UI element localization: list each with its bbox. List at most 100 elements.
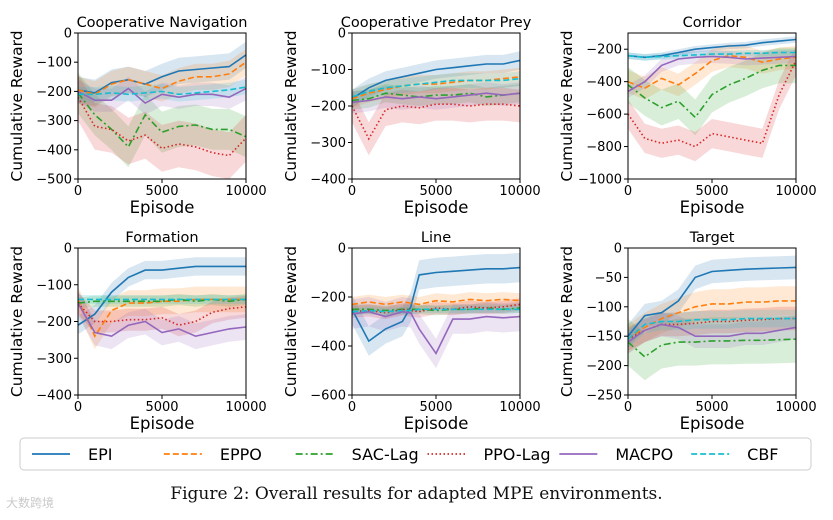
band-sac-lag [352, 84, 520, 110]
legend: EPI EPPO SAC-Lag PPO-Lag MACPO CBF [19, 437, 812, 471]
plot-area [78, 41, 246, 179]
series-line-sac-lag [628, 64, 796, 119]
band-ppo-lag [352, 87, 520, 156]
x-axis-label: Episode [130, 198, 195, 217]
y-tick-label: −200 [586, 359, 622, 374]
y-tick-label: −300 [36, 114, 72, 129]
plot-area [628, 36, 796, 162]
band-epi [78, 41, 246, 106]
series-line-sac-lag [628, 338, 796, 358]
series-line-cbf [628, 51, 796, 59]
y-tick-label: −400 [36, 389, 72, 404]
y-tick-label: −100 [36, 56, 72, 71]
x-tick-label: 10000 [499, 400, 540, 415]
band-eppo [78, 49, 246, 108]
band-macpo [352, 82, 520, 114]
series-line-eppo [628, 54, 796, 90]
x-tick-label: 0 [348, 400, 356, 415]
plot-area [352, 252, 520, 369]
y-tick-label: −600 [586, 108, 622, 123]
chart-panel-3: 0 5000 10000 −1000 −800 −600 −400 −200 Corridor E… [558, 15, 817, 217]
x-axis-label: Episode [404, 414, 469, 433]
legend-label-ppo-lag: PPO-Lag [484, 445, 551, 464]
chart-title: Cooperative Navigation [77, 15, 248, 31]
series-line-eppo [352, 76, 520, 100]
series-line-cbf [352, 308, 520, 313]
y-tick-label: −400 [586, 75, 622, 90]
band-sac-lag [78, 293, 246, 309]
series-line-ppo-lag [78, 302, 246, 327]
x-tick-label: 10000 [225, 184, 266, 199]
y-tick-label: −300 [36, 352, 72, 367]
x-tick-label: 10000 [775, 400, 816, 415]
legend-label-epi: EPI [88, 445, 112, 464]
y-tick-label: −200 [36, 315, 72, 330]
figure-caption: Figure 2: Overall results for adapted MP… [170, 484, 663, 504]
series-line-epi [628, 266, 796, 337]
x-tick-label: 5000 [695, 400, 728, 415]
y-tick-label: −100 [36, 278, 72, 293]
legend-label-sac-lag: SAC-Lag [352, 445, 419, 464]
x-tick-label: 0 [624, 400, 632, 415]
band-eppo [78, 286, 246, 350]
y-tick-label: −200 [310, 291, 346, 306]
band-eppo [352, 292, 520, 312]
y-tick-label: −500 [36, 173, 72, 188]
y-axis-label: Cumulative Reward [282, 246, 300, 397]
chart-title: Target [689, 230, 735, 246]
band-sac-lag [628, 47, 796, 136]
legend-label-macpo: MACPO [615, 445, 673, 464]
y-tick-label: −400 [36, 143, 72, 158]
x-tick-label: 0 [74, 184, 82, 199]
y-tick-label: −300 [310, 136, 346, 151]
y-tick-label: −150 [586, 330, 622, 345]
chart-title: Corridor [683, 15, 742, 31]
band-cbf [352, 71, 520, 105]
plot-area [628, 255, 796, 381]
series-line-macpo [628, 323, 796, 343]
band-sac-lag [628, 315, 796, 381]
series-line-cbf [628, 317, 796, 340]
chart-panel-4: 0 5000 10000 −400 −300 −200 −100 0 Formation Epis… [8, 230, 267, 433]
series-line-macpo [628, 55, 796, 93]
band-eppo [352, 67, 520, 108]
x-tick-label: 5000 [145, 184, 178, 199]
x-tick-label: 5000 [695, 184, 728, 199]
band-macpo [628, 312, 796, 354]
y-tick-label: −100 [310, 63, 346, 78]
band-macpo [78, 76, 246, 115]
y-tick-label: 0 [64, 27, 72, 42]
series-line-eppo [352, 298, 520, 306]
legend-label-cbf: CBF [747, 445, 778, 464]
x-axis-label: Episode [404, 198, 469, 217]
series-line-macpo [352, 310, 520, 355]
series-line-macpo [78, 302, 246, 338]
x-tick-label: 0 [74, 400, 82, 415]
band-sac-lag [78, 72, 246, 168]
y-tick-label: −250 [586, 389, 622, 404]
y-tick-label: 0 [338, 242, 346, 257]
series-line-ppo-lag [628, 60, 796, 148]
y-axis-label: Cumulative Reward [8, 246, 26, 397]
y-axis-label: Cumulative Reward [558, 246, 576, 397]
y-tick-label: −50 [595, 271, 622, 286]
y-tick-label: −200 [310, 100, 346, 115]
x-axis-label: Episode [680, 414, 745, 433]
y-tick-label: −200 [36, 85, 72, 100]
series-line-epi [352, 266, 520, 343]
y-tick-label: −400 [310, 340, 346, 355]
band-ppo-lag [628, 46, 796, 162]
y-tick-label: 0 [64, 242, 72, 257]
x-axis-label: Episode [130, 414, 195, 433]
x-tick-label: 0 [624, 184, 632, 199]
legend-label-eppo: EPPO [220, 445, 262, 464]
series-line-macpo [352, 92, 520, 104]
band-ppo-lag [78, 292, 246, 337]
band-epi [78, 257, 246, 335]
chart-title: Formation [125, 230, 198, 246]
series-line-cbf [352, 77, 520, 98]
y-tick-label: −100 [586, 300, 622, 315]
series-line-epi [78, 54, 246, 94]
x-tick-label: 5000 [145, 400, 178, 415]
